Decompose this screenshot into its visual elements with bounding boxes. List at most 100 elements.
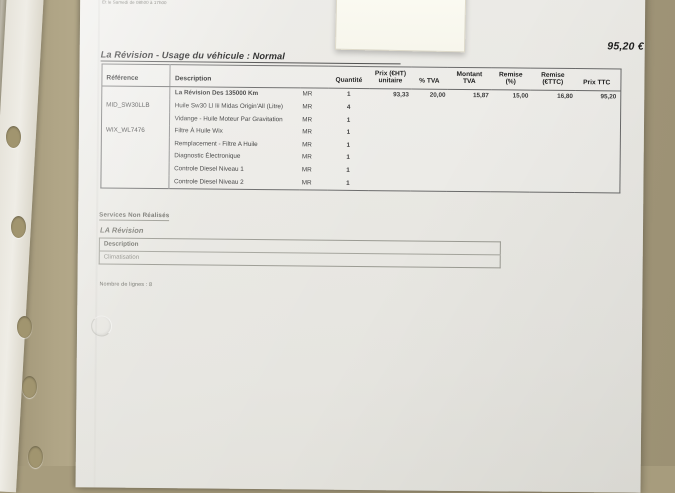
cell-unit-price: 93,33: [393, 91, 409, 99]
cell-description: Climatisation: [103, 253, 140, 262]
cell-description: Huile Sw30 Ll Iii Midas Origin'All (Litr…: [174, 102, 284, 111]
cell-discount-percent: [490, 153, 530, 166]
punch-hole: [11, 216, 26, 238]
cell-discount-ttc: 16,80: [557, 93, 573, 101]
cell-price-ttc: [575, 129, 621, 142]
cell-description: Remplacement - Filtre A Huile: [174, 139, 258, 148]
page-title: La Révision - Usage du véhicule : Normal: [100, 49, 401, 65]
cell-discount-ttc: [530, 103, 575, 116]
cell-vat-amount: [447, 102, 490, 115]
cell-discount-ttc: [530, 153, 575, 166]
cell-quantity: 1: [346, 166, 350, 174]
cell-reference: [101, 161, 169, 176]
punch-hole: [6, 126, 21, 148]
column-header-price-ttc: Prix TTC: [574, 68, 622, 91]
cell-discount-ttc: [530, 141, 575, 154]
cell-discount-percent: [490, 128, 530, 141]
cell-description: Diagnostic Électronique: [174, 152, 241, 161]
cell-vat-percent: [411, 114, 448, 127]
cell-quantity: 4: [346, 103, 351, 111]
column-header-unit-price: Prix (€HT) unitaire: [369, 66, 412, 89]
column-header-description: Description: [169, 64, 301, 88]
cell-unit: MR: [301, 153, 312, 161]
unrealised-services-table: Description Climatisation: [98, 237, 501, 268]
cell-quantity: 1: [346, 129, 351, 137]
column-header-quantity: Quantité: [327, 66, 370, 89]
cell-discount-percent: [490, 178, 530, 191]
cell-vat-amount: [447, 115, 490, 128]
line-count-label: Nombre de lignes : 8: [99, 281, 153, 289]
cell-vat-percent: [411, 102, 448, 115]
column-header-unit: [300, 65, 329, 88]
cell-reference: MID_SW30LLB: [101, 98, 170, 113]
cell-reference: [101, 111, 170, 125]
cell-discount-ttc: [530, 116, 575, 129]
cell-vat-percent: [410, 177, 447, 190]
cell-vat-percent: [410, 140, 447, 153]
column-header-vat-percent: % TVA: [410, 66, 448, 90]
overlapping-white-card: [334, 0, 468, 53]
table-row: Climatisation: [99, 251, 500, 268]
cell-price-ttc: [574, 154, 620, 167]
cell-vat-percent: [410, 165, 447, 178]
cell-vat-percent: [411, 127, 448, 140]
cell-vat-amount: [447, 178, 490, 192]
cell-price-ttc: [574, 166, 620, 179]
cell-description: Vidange - Huile Moteur Par Gravitation: [174, 114, 283, 123]
cell-reference: [101, 149, 169, 163]
cell-unit-price: [369, 177, 410, 190]
punch-hole: [22, 376, 37, 398]
cell-reference: [101, 136, 169, 150]
cell-unit: MR: [302, 103, 313, 111]
cell-unit-price: [369, 127, 410, 140]
cell-reference: [100, 174, 169, 189]
cell-unit: MR: [302, 116, 313, 124]
cell-price-ttc: 95,20: [600, 93, 617, 101]
paper-ring-impression: [90, 315, 113, 337]
cell-vat-amount: [447, 127, 490, 140]
cell-discount-percent: 15,00: [512, 92, 529, 101]
cell-description: Controle Diesel Niveau 1: [174, 165, 244, 173]
cell-discount-ttc: [530, 166, 575, 179]
cell-discount-ttc: [530, 128, 575, 141]
cell-quantity: 1: [346, 154, 350, 162]
cell-vat-amount: 15,87: [473, 92, 489, 100]
unrealised-services-subtitle: LA Révision: [99, 225, 144, 235]
column-header-vat-amount: Montant TVA: [447, 67, 492, 90]
cell-vat-amount: [447, 140, 490, 153]
cell-unit: MR: [301, 178, 312, 187]
cell-unit-price: [369, 101, 410, 114]
cell-discount-percent: [490, 166, 530, 179]
cell-price-ttc: [574, 179, 620, 193]
opening-hours-note: Du Lundi au Vendredi de 08h00 à 12h00 et…: [102, 0, 167, 6]
column-header-discount-percent: Remise (%): [490, 67, 531, 90]
cell-discount-percent: [490, 140, 530, 153]
cell-quantity: 1: [346, 141, 351, 149]
cell-unit-price: [369, 152, 410, 165]
punch-hole: [28, 446, 43, 468]
column-header-discount-ttc: Remise (€TTC): [530, 68, 576, 91]
grand-total-amount: 95,20 €: [607, 40, 644, 53]
punch-hole: [17, 316, 32, 338]
cell-price-ttc: [575, 116, 621, 129]
cell-description: Controle Diesel Niveau 2: [173, 177, 244, 186]
cell-unit: MR: [301, 166, 312, 174]
cell-reference: WIX_WL7476: [101, 124, 170, 138]
cell-description: Filtre À Huile Wix: [174, 127, 223, 135]
cell-unit-price: [369, 164, 410, 177]
cell-description: La Révision Des 135000 Km: [174, 89, 259, 98]
cell-unit: MR: [302, 90, 313, 98]
cell-unit: MR: [302, 128, 313, 136]
cell-vat-amount: [447, 165, 490, 178]
cell-quantity: 1: [346, 116, 351, 124]
cell-unit-price: [369, 139, 410, 152]
cell-discount-ttc: [529, 179, 574, 193]
cell-quantity: 1: [346, 179, 350, 187]
invoice-content: Du Lundi au Vendredi de 08h00 à 12h00 et…: [76, 0, 646, 493]
cell-vat-amount: [447, 153, 490, 166]
column-header-reference: Référence: [101, 64, 170, 87]
cell-vat-percent: 20,00: [429, 92, 446, 100]
service-lines-table: Référence Description Quantité Prix (€HT…: [100, 63, 622, 194]
cell-discount-percent: [491, 115, 531, 128]
cell-price-ttc: [575, 103, 621, 116]
